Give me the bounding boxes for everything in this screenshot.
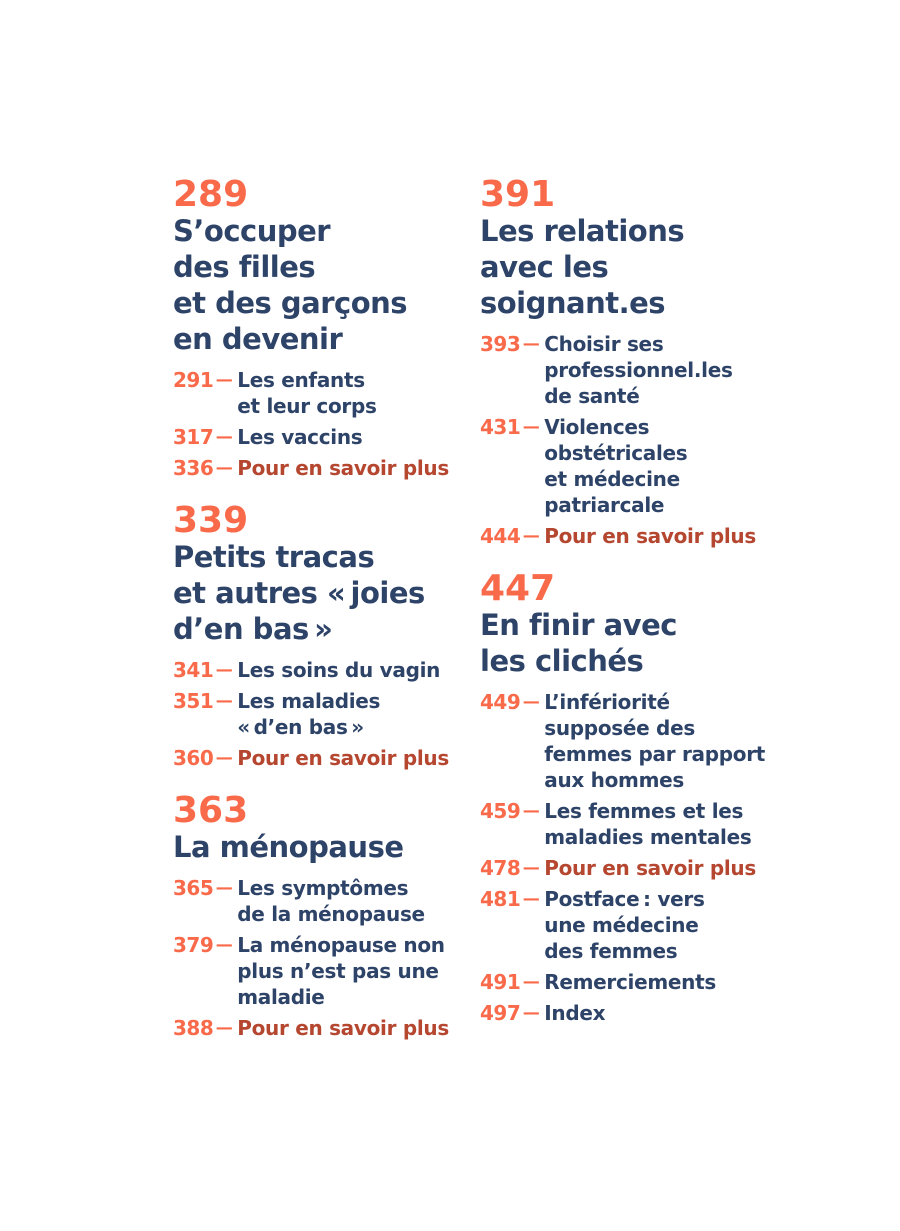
toc-entry: 379 — La ménopause non plus n’est pas un… (173, 932, 473, 1010)
toc-section-447: 447 En finir avec les clichés 449 — L’in… (480, 571, 875, 1026)
chapter-title: S’occuper des filles et des garçons en d… (173, 214, 408, 356)
entry-label: Les enfants et leur corps (237, 368, 377, 418)
entry-dash: — (215, 1018, 233, 1038)
toc-entry: 491 — Remerciements (480, 969, 875, 995)
entry-label: Pour en savoir plus (544, 856, 756, 880)
chapter-title: En finir avec les clichés (480, 608, 677, 678)
entry-dash: — (522, 417, 540, 437)
toc-column-left: 289 S’occuper des filles et des garçons … (173, 177, 473, 1046)
chapter-number: 447 (480, 568, 556, 609)
entry-dash: — (215, 427, 233, 447)
entry-page-number: 491 (480, 970, 521, 994)
entry-page-number: 393 (480, 332, 521, 356)
entry-dash: — (522, 801, 540, 821)
entry-dash: — (522, 526, 540, 546)
toc-section-363: 363 La ménopause 365 — Les symptômes de … (173, 793, 473, 1041)
entry-dash: — (215, 458, 233, 478)
toc-entry: 497 — Index (480, 1000, 875, 1026)
entry-dash: — (522, 1003, 540, 1023)
chapter-number: 339 (173, 500, 249, 541)
entry-label: Les femmes et les maladies mentales (544, 799, 752, 849)
entry-dash: — (215, 935, 233, 955)
entry-page-number: 336 (173, 456, 214, 480)
entry-page-number: 341 (173, 658, 214, 682)
entry-label: Les symptômes de la ménopause (237, 876, 425, 926)
entry-label: L’infériorité supposée des femmes par ra… (544, 690, 766, 792)
toc-column-right: 391 Les relations avec les soignant.es 3… (480, 177, 875, 1031)
entry-page-number: 351 (173, 689, 214, 713)
entry-label: Pour en savoir plus (544, 524, 756, 548)
entry-label: Les maladies « d’en bas » (237, 689, 381, 739)
entry-label: Remerciements (544, 970, 716, 994)
toc-entry: 459 — Les femmes et les maladies mentale… (480, 798, 875, 850)
toc-entry-more-info: 388 — Pour en savoir plus (173, 1015, 473, 1041)
entry-page-number: 478 (480, 856, 521, 880)
chapter-number: 391 (480, 174, 556, 215)
toc-entry: 291 — Les enfants et leur corps (173, 367, 473, 419)
chapter-title: Petits tracas et autres « joies d’en bas… (173, 540, 425, 646)
entry-page-number: 459 (480, 799, 521, 823)
entry-dash: — (215, 370, 233, 390)
chapter-title: Les relations avec les soignant.es (480, 214, 685, 320)
entry-dash: — (215, 878, 233, 898)
toc-section-391: 391 Les relations avec les soignant.es 3… (480, 177, 875, 549)
entry-page-number: 449 (480, 690, 521, 714)
entry-page-number: 379 (173, 933, 214, 957)
entry-page-number: 317 (173, 425, 214, 449)
toc-entry: 317 — Les vaccins (173, 424, 473, 450)
entry-page-number: 481 (480, 887, 521, 911)
toc-entry: 431 — Violences obstétricales et médecin… (480, 414, 875, 518)
entry-dash: — (522, 972, 540, 992)
entry-label: Pour en savoir plus (237, 1016, 449, 1040)
entry-dash: — (215, 748, 233, 768)
toc-entry: 449 — L’infériorité supposée des femmes … (480, 689, 875, 793)
toc-entry: 365 — Les symptômes de la ménopause (173, 875, 473, 927)
entry-dash: — (522, 889, 540, 909)
entry-label: La ménopause non plus n’est pas une mala… (237, 933, 445, 1009)
toc-entry: 481 — Postface : vers une médecine des f… (480, 886, 875, 964)
toc-entry-more-info: 478 — Pour en savoir plus (480, 855, 875, 881)
entry-label: Choisir ses professionnel.les de santé (544, 332, 733, 408)
entry-label: Pour en savoir plus (237, 746, 449, 770)
entry-dash: — (522, 692, 540, 712)
entry-label: Violences obstétricales et médecine patr… (544, 415, 688, 517)
toc-entry: 393 — Choisir ses professionnel.les de s… (480, 331, 875, 409)
entry-dash: — (522, 334, 540, 354)
entry-label: Index (544, 1001, 606, 1025)
chapter-title: La ménopause (173, 830, 404, 864)
toc-entry-more-info: 444 — Pour en savoir plus (480, 523, 875, 549)
entry-page-number: 360 (173, 746, 214, 770)
toc-section-289: 289 S’occuper des filles et des garçons … (173, 177, 473, 481)
entry-page-number: 497 (480, 1001, 521, 1025)
toc-entry-more-info: 336 — Pour en savoir plus (173, 455, 473, 481)
entry-dash: — (215, 691, 233, 711)
entry-page-number: 431 (480, 415, 521, 439)
entry-label: Postface : vers une médecine des femmes (544, 887, 705, 963)
entry-label: Les soins du vagin (237, 658, 441, 682)
entry-dash: — (215, 660, 233, 680)
toc-entry-more-info: 360 — Pour en savoir plus (173, 745, 473, 771)
entry-label: Les vaccins (237, 425, 363, 449)
entry-page-number: 444 (480, 524, 521, 548)
toc-section-339: 339 Petits tracas et autres « joies d’en… (173, 503, 473, 771)
entry-label: Pour en savoir plus (237, 456, 449, 480)
entry-page-number: 365 (173, 876, 214, 900)
chapter-number: 289 (173, 174, 249, 215)
entry-dash: — (522, 858, 540, 878)
entry-page-number: 291 (173, 368, 214, 392)
chapter-number: 363 (173, 790, 249, 831)
toc-entry: 341 — Les soins du vagin (173, 657, 473, 683)
entry-page-number: 388 (173, 1016, 214, 1040)
toc-entry: 351 — Les maladies « d’en bas » (173, 688, 473, 740)
